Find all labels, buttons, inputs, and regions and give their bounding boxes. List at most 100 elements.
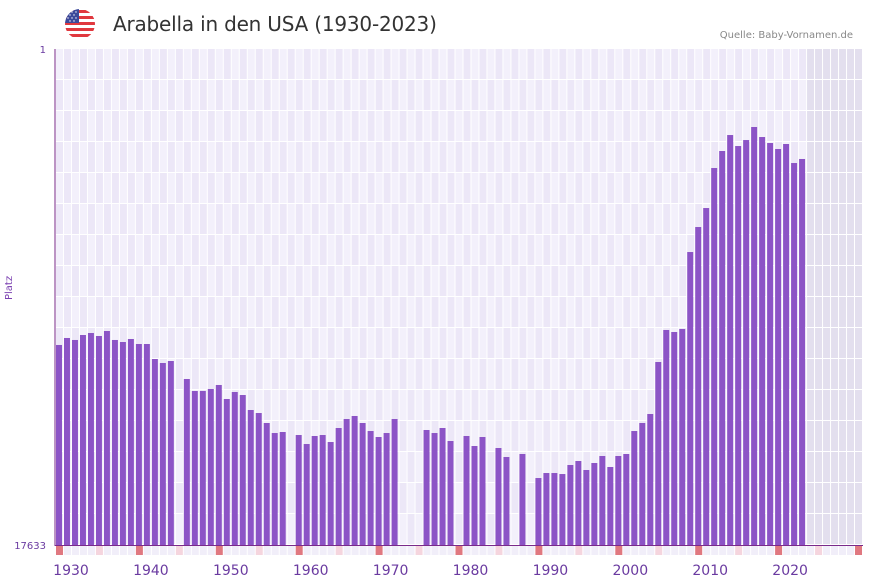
bar-1996[interactable]	[583, 470, 590, 545]
bar-1951[interactable]	[223, 399, 230, 545]
bar-1988[interactable]	[519, 453, 526, 545]
bar-1954[interactable]	[247, 410, 254, 545]
bar-2020[interactable]	[775, 149, 782, 546]
bar-2011[interactable]	[703, 208, 710, 545]
x-tick-label: 1930	[53, 563, 89, 579]
bar-1969[interactable]	[367, 431, 374, 545]
bar-1981[interactable]	[463, 435, 470, 545]
bar-2007[interactable]	[671, 331, 678, 545]
bar-1941[interactable]	[143, 344, 150, 545]
bar-1965[interactable]	[335, 428, 342, 545]
bar-1991[interactable]	[543, 473, 550, 545]
bar-2001[interactable]	[623, 453, 630, 545]
bar-1946[interactable]	[183, 379, 190, 545]
bar-2013[interactable]	[719, 151, 726, 545]
bar-1977[interactable]	[431, 433, 438, 545]
bar-1944[interactable]	[167, 360, 174, 545]
bar-2019[interactable]	[767, 143, 774, 546]
bar-1952[interactable]	[231, 391, 238, 545]
bar-1956[interactable]	[263, 422, 270, 545]
bar-1933[interactable]	[79, 335, 86, 545]
grid-cell	[815, 328, 823, 358]
grid-cell	[399, 111, 407, 141]
bar-1942[interactable]	[151, 359, 158, 545]
bar-1931[interactable]	[63, 337, 70, 545]
bar-1998[interactable]	[599, 455, 606, 545]
bar-2021[interactable]	[783, 143, 790, 545]
bar-2016[interactable]	[743, 140, 750, 545]
bar-2014[interactable]	[727, 135, 734, 545]
bar-2023[interactable]	[799, 158, 806, 546]
bar-1992[interactable]	[551, 473, 558, 545]
bar-1960[interactable]	[295, 435, 302, 545]
grid-cell	[103, 80, 111, 110]
bar-1995[interactable]	[575, 461, 582, 545]
bar-1971[interactable]	[383, 433, 390, 545]
grid-cell	[719, 49, 727, 79]
bar-1948[interactable]	[199, 390, 206, 545]
bar-1979[interactable]	[447, 441, 454, 545]
grid-cell	[447, 80, 455, 110]
bar-1947[interactable]	[191, 390, 198, 545]
bar-2017[interactable]	[751, 127, 758, 546]
bar-1962[interactable]	[311, 435, 318, 545]
bar-2008[interactable]	[679, 329, 686, 545]
bar-2000[interactable]	[615, 455, 622, 545]
grid-cell	[463, 328, 471, 358]
bar-2018[interactable]	[759, 137, 766, 545]
grid-cell	[199, 297, 207, 327]
bar-1978[interactable]	[439, 428, 446, 545]
bar-1968[interactable]	[359, 422, 366, 545]
bar-1986[interactable]	[503, 457, 510, 545]
bar-1999[interactable]	[607, 466, 614, 545]
bar-1963[interactable]	[319, 435, 326, 545]
grid-cell	[351, 328, 359, 358]
bar-1990[interactable]	[535, 478, 542, 545]
bar-2003[interactable]	[639, 422, 646, 545]
bar-1930[interactable]	[56, 344, 62, 545]
bar-1958[interactable]	[279, 431, 286, 545]
grid-cell	[511, 235, 519, 265]
bar-1936[interactable]	[103, 331, 110, 545]
bar-1983[interactable]	[479, 437, 486, 545]
bar-1997[interactable]	[591, 462, 598, 545]
bar-1934[interactable]	[87, 333, 94, 545]
bar-1976[interactable]	[423, 430, 430, 545]
bar-2006[interactable]	[663, 329, 670, 545]
bar-1957[interactable]	[271, 433, 278, 545]
bar-1972[interactable]	[391, 419, 398, 545]
grid-cell	[487, 142, 495, 172]
bar-2022[interactable]	[791, 163, 798, 545]
bar-1939[interactable]	[127, 338, 134, 545]
bar-2002[interactable]	[631, 431, 638, 545]
bar-2004[interactable]	[647, 413, 654, 545]
bar-1938[interactable]	[119, 342, 126, 545]
year-marker-1956	[263, 546, 271, 555]
year-marker-1968	[359, 546, 367, 555]
bar-1967[interactable]	[351, 415, 358, 545]
bar-2012[interactable]	[711, 168, 718, 545]
bar-1993[interactable]	[559, 474, 566, 545]
bar-2005[interactable]	[655, 362, 662, 545]
bar-1966[interactable]	[343, 419, 350, 545]
grid-cell	[367, 266, 375, 296]
bar-1955[interactable]	[255, 413, 262, 545]
bar-1940[interactable]	[135, 344, 142, 545]
bar-1982[interactable]	[471, 446, 478, 545]
bar-1935[interactable]	[95, 335, 102, 545]
bar-1953[interactable]	[239, 395, 246, 545]
bar-1949[interactable]	[207, 388, 214, 545]
bar-1961[interactable]	[303, 444, 310, 545]
bar-1985[interactable]	[495, 448, 502, 545]
bar-1937[interactable]	[111, 339, 118, 545]
bar-1994[interactable]	[567, 464, 574, 545]
bar-1950[interactable]	[215, 384, 222, 545]
year-marker-2007	[671, 546, 679, 555]
bar-1932[interactable]	[71, 339, 78, 545]
bar-2010[interactable]	[695, 227, 702, 545]
bar-1964[interactable]	[327, 442, 334, 545]
bar-1943[interactable]	[159, 362, 166, 545]
bar-2009[interactable]	[687, 252, 694, 546]
bar-2015[interactable]	[735, 146, 742, 545]
bar-1970[interactable]	[375, 437, 382, 545]
